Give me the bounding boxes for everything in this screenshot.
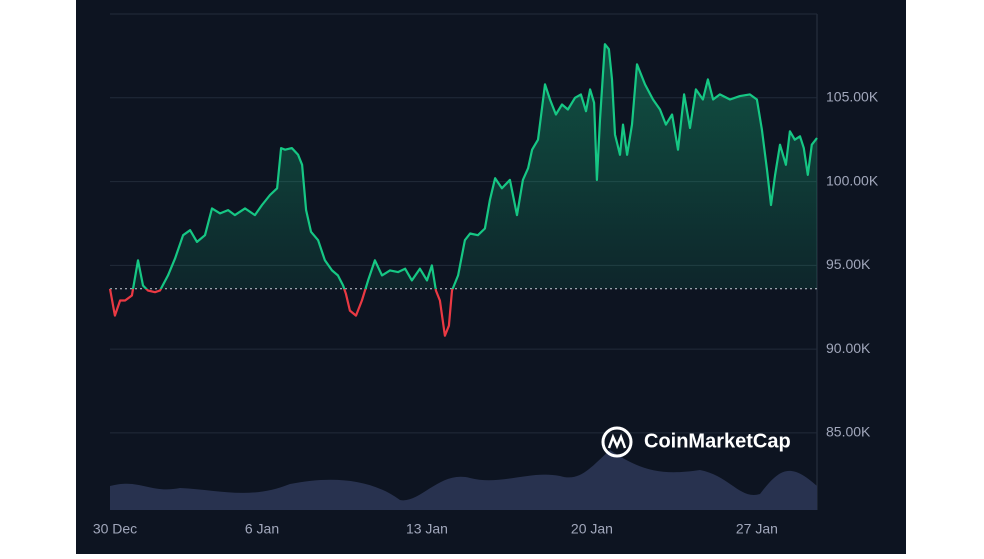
volume-area: [110, 450, 817, 510]
watermark-logo: [601, 426, 633, 458]
x-tick-label: 27 Jan: [736, 521, 778, 537]
y-tick-label: 85.00K: [826, 424, 871, 440]
y-tick-label: 90.00K: [826, 340, 871, 356]
y-tick-label: 95.00K: [826, 256, 871, 272]
y-tick-label: 100.00K: [826, 172, 879, 188]
x-tick-label: 6 Jan: [245, 521, 279, 537]
x-tick-label: 13 Jan: [406, 521, 448, 537]
price-line: [108, 43, 818, 337]
area: [110, 44, 817, 289]
y-tick-label: 105.00K: [826, 88, 879, 104]
watermark: CoinMarketCap: [644, 430, 791, 452]
x-tick-label: 30 Dec: [93, 521, 137, 537]
x-tick-label: 20 Jan: [571, 521, 613, 537]
